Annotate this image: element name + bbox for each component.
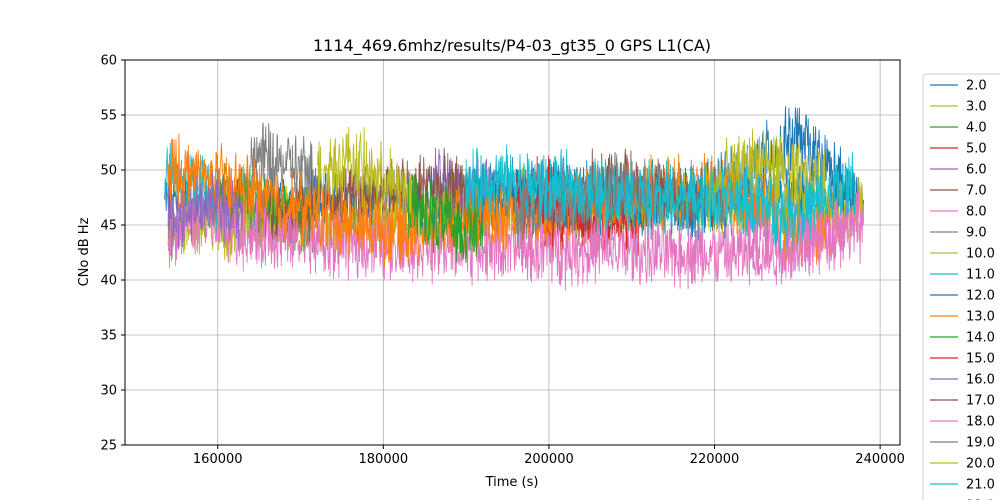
y-tick-label: 45 (100, 219, 117, 234)
legend-label: 19.0 (966, 436, 995, 451)
y-tick-label: 55 (100, 109, 117, 124)
legend-label: 8.0 (966, 205, 987, 220)
plot-frame (124, 59, 901, 446)
x-tick-label: 160000 (193, 452, 243, 467)
legend-frame (922, 73, 1000, 500)
legend-label: 3.0 (966, 100, 987, 115)
series-lines (164, 106, 865, 291)
legend-label: 20.0 (966, 457, 995, 472)
legend-label: 2.0 (966, 79, 987, 94)
legend-label: 10.0 (966, 247, 995, 262)
y-tick-label: 25 (100, 439, 117, 454)
y-tick-label: 50 (100, 164, 117, 179)
legend-label: 17.0 (966, 394, 995, 409)
legend-label: 21.0 (966, 478, 995, 493)
y-axis-label: CNo dB Hz (77, 217, 92, 286)
chart-title: 1114_469.6mhz/results/P4-03_gt35_0 GPS L… (313, 36, 711, 56)
x-tick-label: 240000 (855, 452, 905, 467)
legend-label: 12.0 (966, 289, 995, 304)
legend: 2.0 3.0 4.0 5.0 6.0 7.0 8.0 9.0 10.0 11.0 12.0 13.0… (922, 73, 1000, 500)
x-tick-label: 180000 (359, 452, 409, 467)
legend-label: 16.0 (966, 373, 995, 388)
legend-label: 14.0 (966, 331, 995, 346)
y-tick-label: 40 (100, 274, 117, 289)
legend-label: 18.0 (966, 415, 995, 430)
series-line-8-0 (167, 180, 865, 291)
x-tick-label: 200000 (524, 452, 574, 467)
x-axis-ticks: 160000 180000 200000 220000 240000 (193, 445, 905, 467)
y-tick-label: 30 (100, 384, 117, 399)
series-line-14-0 (407, 174, 484, 264)
legend-label: 22.0 (966, 499, 995, 500)
y-tick-label: 60 (100, 54, 117, 69)
legend-label: 4.0 (966, 121, 987, 136)
y-tick-label: 35 (100, 329, 117, 344)
legend-label: 5.0 (966, 142, 987, 157)
x-tick-label: 220000 (690, 452, 740, 467)
x-axis-label: Time (s) (485, 475, 539, 490)
series-line-20-0 (705, 128, 831, 225)
legend-label: 13.0 (966, 310, 995, 325)
legend-label: 6.0 (966, 163, 987, 178)
legend-label: 15.0 (966, 352, 995, 367)
y-axis-ticks: 25 30 35 40 45 50 55 60 (100, 54, 125, 454)
series-line-16-0 (167, 169, 244, 259)
series-line-21-0 (465, 144, 856, 253)
legend-label: 9.0 (966, 226, 987, 241)
legend-label: 11.0 (966, 268, 995, 283)
legend-label: 7.0 (966, 184, 987, 199)
